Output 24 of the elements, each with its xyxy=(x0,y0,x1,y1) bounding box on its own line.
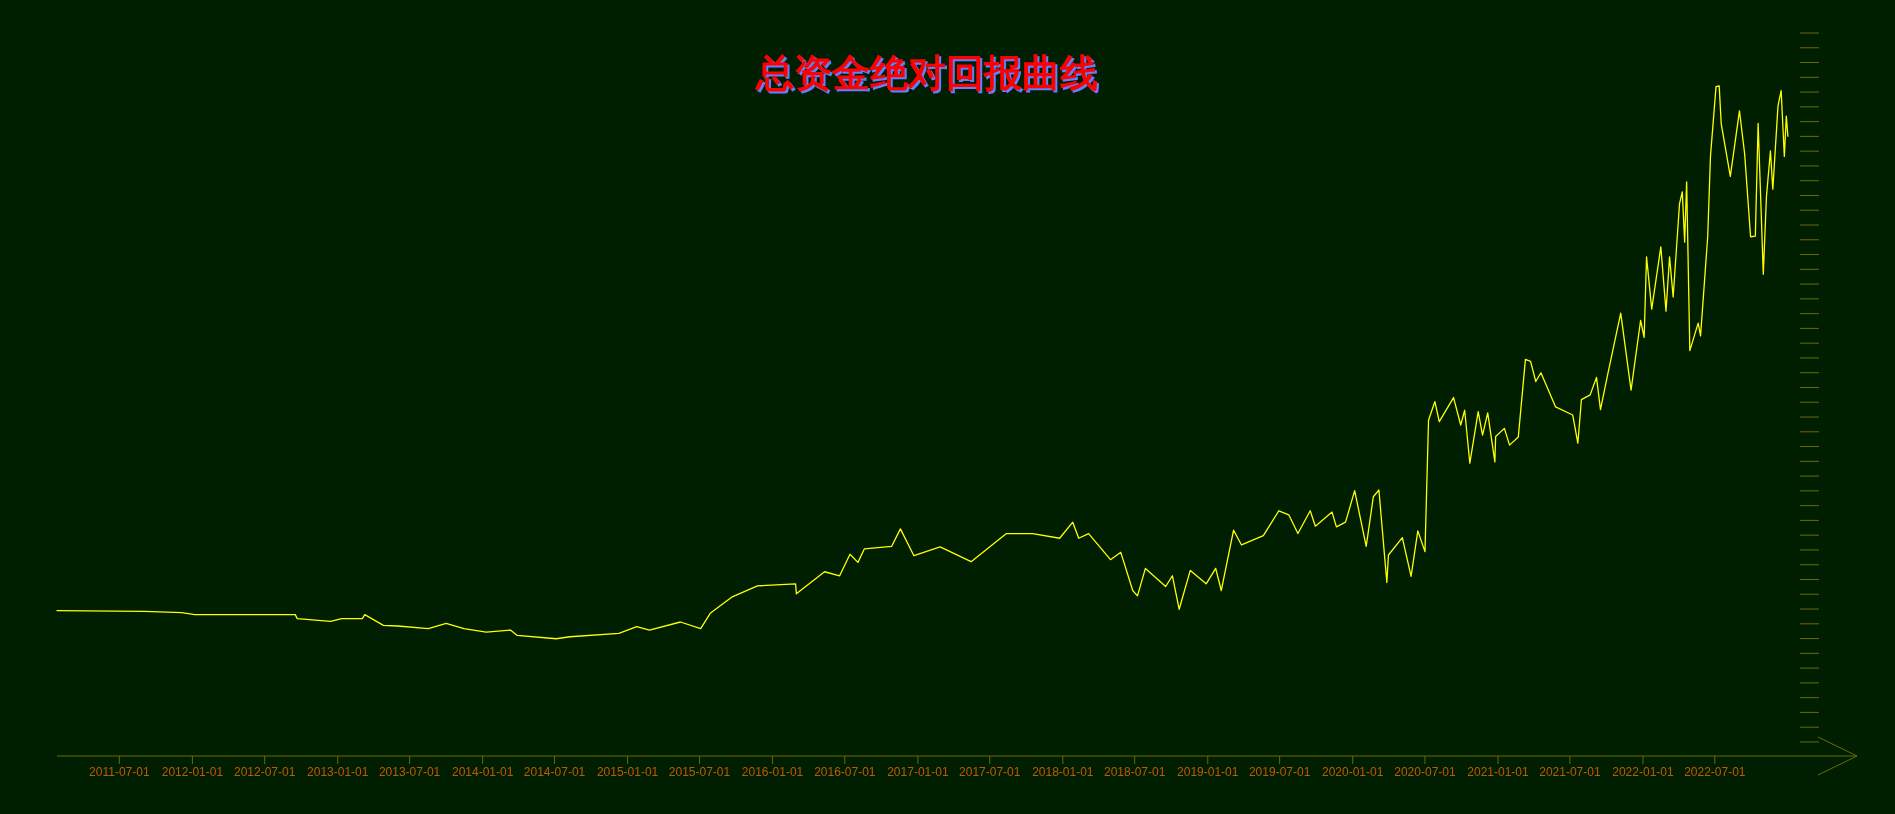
x-tick-label: 2014-01-01 xyxy=(451,765,514,779)
x-tick-label: 2018-07-01 xyxy=(1104,765,1166,779)
x-tick-label: 2022-01-01 xyxy=(1612,765,1674,779)
x-tick-label: 2012-07-01 xyxy=(233,765,296,779)
x-tick-label: 2019-07-01 xyxy=(1248,765,1311,779)
x-tick-label: 2016-01-01 xyxy=(741,765,804,779)
x-tick-label: 2019-01-01 xyxy=(1177,765,1239,779)
chart-title: 总资金绝对回报曲线 xyxy=(756,52,1100,97)
x-tick-label: 2012-01-01 xyxy=(161,765,224,779)
x-tick-label: 2021-07-01 xyxy=(1539,765,1601,779)
x-tick-label: 2016-07-01 xyxy=(814,765,876,779)
x-tick-label: 2015-01-01 xyxy=(596,765,659,779)
x-tick-label: 2021-01-01 xyxy=(1467,765,1530,779)
x-tick-label: 2017-01-01 xyxy=(887,765,949,779)
x-tick-label: 2011-07-01 xyxy=(89,765,150,779)
x-tick-label: 2013-07-01 xyxy=(378,765,441,779)
x-tick-label: 2013-01-01 xyxy=(307,765,369,779)
x-tick-label: 2020-07-01 xyxy=(1394,765,1456,779)
x-tick-label: 2015-07-01 xyxy=(668,765,731,779)
x-tick-label: 2017-07-01 xyxy=(959,765,1021,779)
x-tick-label: 2014-07-01 xyxy=(523,765,586,779)
x-tick-label: 2020-01-01 xyxy=(1322,765,1384,779)
x-tick-label: 2022-07-01 xyxy=(1684,765,1746,779)
x-tick-label: 2018-01-01 xyxy=(1032,765,1094,779)
